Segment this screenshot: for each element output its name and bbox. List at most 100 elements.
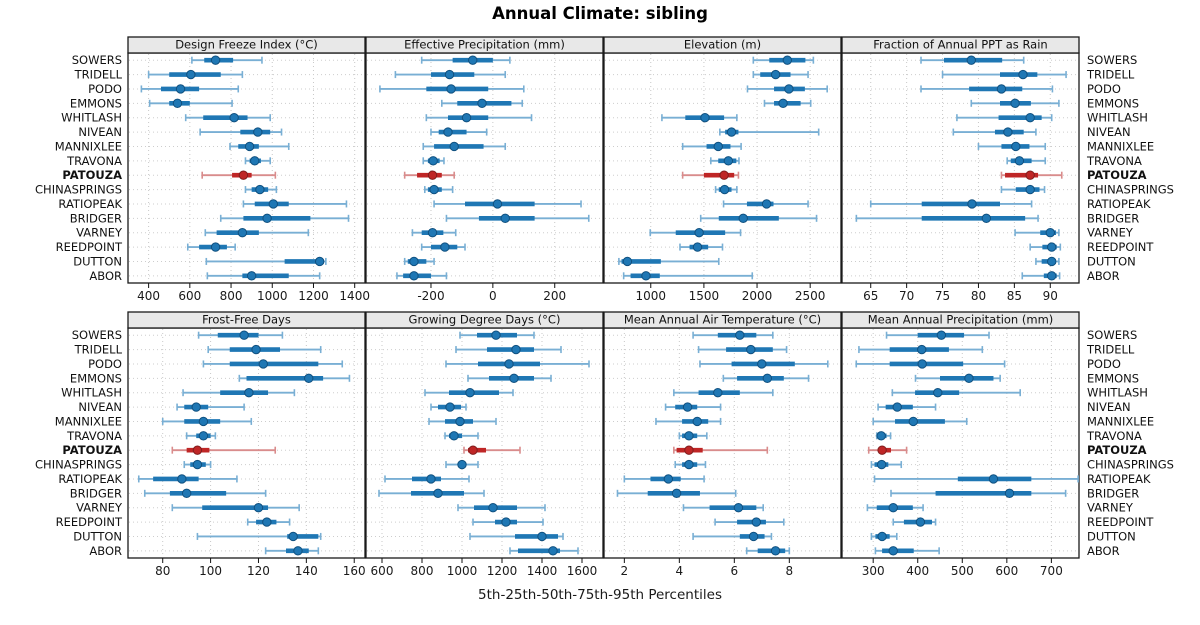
median-dot (433, 488, 443, 499)
axis-tick-label: 2500 (795, 289, 826, 303)
site-label-left: VARNEY (76, 226, 123, 240)
panel-title: Frost-Free Days (202, 313, 291, 327)
median-dot (511, 344, 521, 355)
median-dot (996, 84, 1007, 94)
panel-title: Effective Precipitation (mm) (404, 38, 565, 52)
site-label-left: TRAVONA (66, 154, 122, 168)
median-dot (746, 344, 756, 355)
median-dot (684, 459, 694, 470)
median-dot (1011, 141, 1021, 152)
site-label-right: NIVEAN (1087, 125, 1131, 139)
median-dot (692, 242, 703, 252)
site-label-right: ABOR (1087, 544, 1120, 558)
axis-tick-label: 140 (295, 564, 318, 578)
panel-strip (127, 36, 366, 54)
axis-tick-label: 1000 (257, 289, 288, 303)
axis-tick-label: 80 (971, 289, 986, 303)
axis-tick-label: 100 (199, 564, 222, 578)
axis-tick-label: 400 (906, 564, 929, 578)
panel-strip (365, 36, 604, 54)
median-dot (444, 69, 455, 80)
panel-strip (365, 311, 604, 329)
site-label-right: TRAVONA (1086, 154, 1142, 168)
site-label-right: VARNEY (1087, 501, 1134, 515)
median-dot (250, 156, 260, 166)
site-label-right: TRIDELL (1086, 343, 1135, 357)
site-label-right: PODO (1087, 357, 1121, 371)
median-dot (246, 271, 257, 281)
median-dot (177, 474, 187, 484)
site-label-right: DUTTON (1087, 254, 1136, 268)
axis-tick-label: 700 (1040, 564, 1063, 578)
site-label-left: DUTTON (73, 254, 122, 268)
site-label-right: WHITLASH (1087, 386, 1148, 400)
median-dot (692, 416, 702, 427)
axis-tick-label: 75 (935, 289, 950, 303)
site-label-right: VARNEY (1087, 226, 1134, 240)
site-label-left: WHITLASH (61, 386, 122, 400)
site-label-right: SOWERS (1087, 328, 1137, 342)
panel-body (127, 52, 366, 284)
median-dot (244, 387, 254, 398)
median-dot (761, 199, 772, 209)
site-label-left: CHINASPRINGS (35, 183, 122, 197)
site-label-left: TRIDELL (74, 343, 123, 357)
site-label-left: WHITLASH (61, 111, 122, 125)
axis-tick-label: 80 (155, 564, 170, 578)
panel-strip (841, 36, 1080, 54)
median-dot (262, 213, 272, 224)
site-label-left: BRIDGER (70, 211, 122, 225)
axis-tick-label: 400 (137, 289, 160, 303)
axis-tick-label: 200 (543, 289, 566, 303)
site-label-right: SOWERS (1087, 53, 1137, 67)
median-dot (449, 431, 459, 441)
figure-title: Annual Climate: sibling (492, 4, 708, 23)
median-dot (877, 531, 887, 542)
axis-caption: 5th-25th-50th-75th-95th Percentiles (478, 587, 722, 603)
median-dot (258, 359, 268, 369)
axis-tick-label: 1000 (635, 289, 666, 303)
median-dot (915, 517, 926, 527)
median-dot (967, 199, 977, 209)
axis-tick-label: 600 (995, 564, 1018, 578)
median-dot (1004, 488, 1015, 499)
median-dot (477, 98, 487, 109)
median-dot (198, 416, 209, 427)
median-dot (726, 127, 737, 137)
site-label-right: MANNIXLEE (1087, 139, 1154, 153)
median-dot (682, 402, 693, 412)
median-dot (268, 199, 278, 209)
site-label-left: EMMONS (70, 96, 122, 110)
site-label-left: TRIDELL (74, 68, 123, 82)
median-dot (492, 199, 503, 209)
site-label-right: PODO (1087, 82, 1121, 96)
median-dot (304, 373, 314, 384)
site-label-left: BRIDGER (70, 486, 122, 500)
median-dot (239, 330, 249, 340)
median-dot (409, 256, 419, 267)
median-dot (1025, 184, 1035, 195)
axis-tick-label: 1400 (527, 564, 558, 578)
axis-tick-label: 1400 (339, 289, 370, 303)
panel-title: Fraction of Annual PPT as Rain (873, 38, 1047, 52)
median-dot (446, 84, 456, 94)
site-label-right: RATIOPEAK (1087, 197, 1151, 211)
axis-tick-label: -200 (417, 289, 444, 303)
axis-tick-label: 65 (863, 289, 878, 303)
median-dot (445, 402, 455, 412)
panel-strip (127, 311, 366, 329)
median-dot (877, 445, 887, 455)
median-dot (988, 474, 999, 484)
median-dot (428, 156, 438, 166)
median-dot (684, 445, 694, 455)
median-dot (663, 474, 674, 484)
median-dot (548, 546, 558, 556)
axis-tick-label: 1500 (689, 289, 720, 303)
median-dot (917, 359, 927, 369)
panel-body (365, 52, 604, 284)
median-dot (210, 242, 221, 252)
site-label-left: MANNIXLEE (55, 414, 122, 428)
site-label-left: DUTTON (73, 529, 122, 543)
site-label-right: REEDPOINT (1087, 515, 1154, 529)
median-dot (1003, 127, 1013, 137)
